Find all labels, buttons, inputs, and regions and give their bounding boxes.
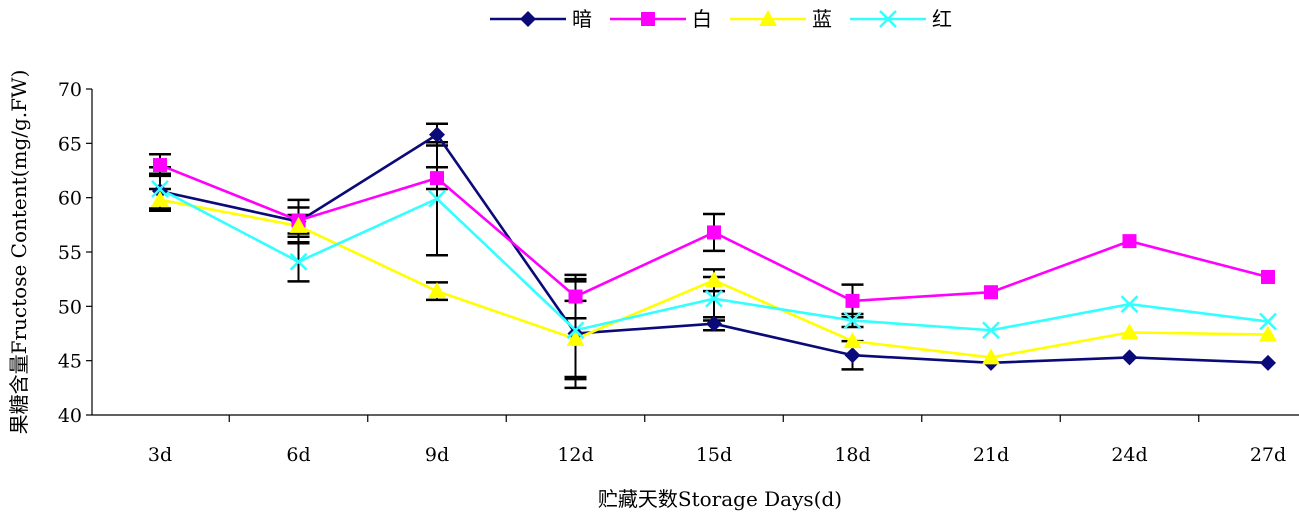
legend-item: 暗: [490, 7, 592, 31]
x-tick-label: 24d: [1111, 444, 1147, 466]
data-point: [428, 282, 446, 299]
legend-item: 白: [610, 7, 712, 31]
legend-marker: [879, 10, 897, 28]
legend-item: 蓝: [730, 7, 832, 31]
y-tick-label: 65: [58, 133, 82, 155]
y-tick-label: 70: [58, 79, 82, 101]
data-point: [1259, 312, 1277, 331]
data-point: [707, 225, 721, 240]
x-tick-label: 21d: [973, 444, 1009, 466]
x-tick-label: 9d: [425, 444, 449, 466]
error-bars: [149, 122, 864, 390]
data-point: [1122, 234, 1137, 249]
x-axis-title: 贮藏天数Storage Days(d): [598, 487, 842, 511]
data-point: [1120, 295, 1139, 314]
series-markers: [151, 126, 1277, 371]
y-tick-label: 60: [58, 188, 82, 210]
x-tick-label: 6d: [286, 444, 310, 466]
data-point: [289, 252, 308, 271]
data-point: [982, 321, 1000, 340]
data-point: [153, 158, 167, 173]
data-point: [706, 315, 722, 332]
legend-label: 蓝: [812, 7, 832, 31]
legend-label: 暗: [572, 7, 592, 31]
x-tick-label: 15d: [696, 444, 732, 466]
x-tick-label: 3d: [148, 444, 172, 466]
data-point: [568, 289, 583, 304]
data-point: [984, 285, 998, 300]
data-point: [1260, 354, 1276, 371]
y-tick-label: 50: [58, 296, 82, 318]
y-axis-title: 果糖含量Fructose Content(mg/g.FW): [7, 70, 31, 435]
data-point: [843, 332, 862, 349]
data-point: [429, 126, 445, 143]
data-point: [845, 293, 860, 308]
legend-label: 红: [932, 7, 952, 31]
data-point: [1121, 349, 1138, 366]
y-tick-label: 40: [58, 405, 82, 427]
legend-marker: [759, 10, 777, 26]
data-point: [151, 190, 169, 207]
y-tick-label: 45: [58, 351, 82, 373]
data-point: [566, 329, 585, 346]
legend-marker: [641, 12, 655, 26]
legend-label: 白: [692, 7, 712, 31]
legend-item: 红: [850, 7, 952, 31]
data-point: [843, 311, 862, 330]
axes: [91, 89, 1299, 416]
data-point: [1259, 325, 1277, 342]
data-point: [982, 348, 1000, 365]
legend-marker: [520, 11, 536, 27]
legend: 暗白蓝红: [490, 7, 952, 31]
x-tick-label: 12d: [557, 444, 593, 466]
x-tick-label: 27d: [1250, 444, 1286, 466]
y-tick-label: 55: [58, 242, 82, 264]
x-ticks: 3d 6d 9d 12d 15d 18d 21d 24d 27d: [148, 415, 1286, 466]
data-point: [705, 289, 723, 308]
data-point: [566, 321, 585, 340]
data-point: [428, 189, 446, 208]
data-point: [844, 347, 861, 364]
x-tick-label: 18d: [834, 444, 870, 466]
data-point: [430, 171, 444, 186]
data-point: [1261, 269, 1275, 284]
data-point: [151, 180, 169, 198]
data-point: [705, 271, 723, 288]
y-ticks: 40 45 50 55 60 65 70: [58, 79, 92, 427]
data-point: [289, 216, 308, 233]
data-point: [1120, 323, 1139, 340]
